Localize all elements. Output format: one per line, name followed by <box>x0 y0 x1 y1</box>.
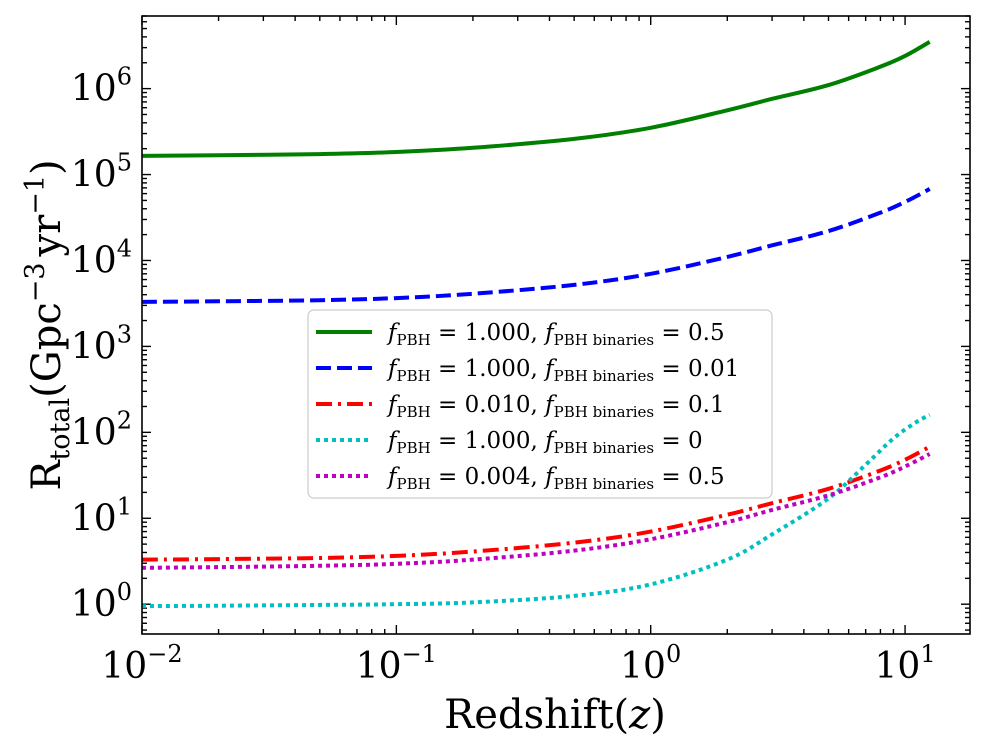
x-tick-label-0: 10−2 <box>101 640 182 687</box>
y-tick-label-2-exp: 2 <box>117 406 132 434</box>
x-tick-label-1-base: 10 <box>356 646 402 687</box>
x-tick-label-3-base: 10 <box>875 646 921 687</box>
legend-label-2-s2: PBH binaries <box>554 403 655 421</box>
y-axis-label-close: ) <box>24 159 70 175</box>
legend-label-2-v1: = 0.010, <box>431 392 545 418</box>
legend-label-4-v1: = 0.004, <box>431 464 545 490</box>
legend-label-1-v1: = 1.000, <box>431 356 545 382</box>
x-axis-label-close: ) <box>650 692 666 738</box>
legend-label-3-f1: f <box>386 428 400 454</box>
legend-label-4-f2: f <box>543 464 557 490</box>
legend-label-3: fPBH = 1.000, fPBH binaries = 0 <box>386 428 703 457</box>
y-tick-label-0: 100 <box>71 578 132 625</box>
x-tick-label-1-exp: −1 <box>402 640 437 668</box>
x-tick-label-2-exp: 0 <box>666 640 681 668</box>
legend-label-1-f1: f <box>386 356 400 382</box>
legend-label-1-s1: PBH <box>397 367 431 385</box>
x-tick-label-0-base: 10 <box>101 646 147 687</box>
legend-label-0: fPBH = 1.000, fPBH binaries = 0.5 <box>386 320 725 349</box>
y-tick-label-3-base: 10 <box>71 326 117 367</box>
legend-label-4: fPBH = 0.004, fPBH binaries = 0.5 <box>386 464 725 493</box>
legend-label-0-f2: f <box>543 320 557 346</box>
series-line-4 <box>142 452 931 570</box>
legend-label-0-s2: PBH binaries <box>554 331 655 349</box>
legend-label-1-s2: PBH binaries <box>554 367 655 385</box>
legend-label-0-s1: PBH <box>397 331 431 349</box>
legend-label-4-f1: f <box>386 464 400 490</box>
y-tick-label-4-exp: 4 <box>117 234 132 262</box>
series-line-1 <box>142 187 931 304</box>
legend-label-2-f1: f <box>386 392 400 418</box>
y-tick-label-6-exp: 6 <box>117 63 132 91</box>
y-axis-label-open: (Gpc <box>24 302 70 398</box>
series-line-0 <box>142 40 931 158</box>
legend-label-0-v1: = 1.000, <box>431 320 545 346</box>
y-axis-label-mid: yr <box>24 214 70 258</box>
y-tick-label-2-base: 10 <box>71 412 117 453</box>
y-tick-label-6-base: 10 <box>71 69 117 110</box>
legend-label-3-v1: = 1.000, <box>431 428 545 454</box>
plot-frame <box>141 15 971 635</box>
legend-label-2-f2: f <box>543 392 557 418</box>
legend-label-4-v2: = 0.5 <box>654 464 724 490</box>
y-axis-label-exp1: −3 <box>20 262 51 302</box>
y-tick-label-4: 104 <box>71 234 132 281</box>
y-tick-label-5-base: 10 <box>71 155 117 196</box>
y-axis-label-r: R <box>24 459 70 491</box>
legend-label-0-f1: f <box>386 320 400 346</box>
legend-label-3-f2: f <box>543 428 557 454</box>
y-tick-label-1-exp: 1 <box>117 492 132 520</box>
legend: fPBH = 1.000, fPBH binaries = 0.5 fPBH =… <box>307 309 773 499</box>
legend-label-2-v2: = 0.1 <box>654 392 724 418</box>
series-layer <box>142 40 931 609</box>
y-axis-label-sub: total <box>45 398 76 461</box>
legend-label-3-s2: PBH binaries <box>554 439 655 457</box>
series-line-2 <box>142 444 931 562</box>
x-tick-label-2-base: 10 <box>620 646 666 687</box>
legend-box <box>307 309 773 499</box>
y-tick-label-4-base: 10 <box>71 240 117 281</box>
legend-label-3-s1: PBH <box>397 439 431 457</box>
legend-label-2-s1: PBH <box>397 403 431 421</box>
legend-label-0-v2: = 0.5 <box>654 320 724 346</box>
y-tick-label-5: 105 <box>71 149 132 196</box>
legend-label-1: fPBH = 1.000, fPBH binaries = 0.01 <box>386 356 739 385</box>
legend-label-4-s1: PBH <box>397 475 431 493</box>
series-line-3 <box>142 413 931 609</box>
x-axis-label-var: z <box>628 692 651 738</box>
y-tick-label-5-exp: 5 <box>117 149 132 177</box>
x-tick-label-1: 10−1 <box>356 640 437 687</box>
y-tick-label-0-base: 10 <box>71 584 117 625</box>
y-tick-label-3: 103 <box>71 320 132 367</box>
y-axis-label-exp2: −1 <box>20 175 51 215</box>
x-tick-label-2: 100 <box>620 640 681 687</box>
x-tick-label-0-exp: −2 <box>147 640 182 668</box>
legend-label-1-f2: f <box>543 356 557 382</box>
legend-label-1-v2: = 0.01 <box>654 356 739 382</box>
y-axis-label: Rtotal(Gpc−3yr−1) <box>20 159 76 490</box>
legend-label-2: fPBH = 0.010, fPBH binaries = 0.1 <box>386 392 725 421</box>
x-tick-label-3-exp: 1 <box>920 640 935 668</box>
legend-label-3-v2: = 0 <box>654 428 703 454</box>
y-tick-label-1: 101 <box>71 492 132 539</box>
y-tick-label-6: 106 <box>71 63 132 110</box>
y-tick-label-3-exp: 3 <box>117 320 132 348</box>
y-tick-label-2: 102 <box>71 406 132 453</box>
x-axis-label: Redshift(z) <box>444 692 666 738</box>
y-tick-label-0-exp: 0 <box>117 578 132 606</box>
y-tick-label-1-base: 10 <box>71 498 117 539</box>
x-tick-label-3: 101 <box>875 640 936 687</box>
legend-label-4-s2: PBH binaries <box>554 475 655 493</box>
x-axis-label-text: Redshift( <box>444 692 629 738</box>
